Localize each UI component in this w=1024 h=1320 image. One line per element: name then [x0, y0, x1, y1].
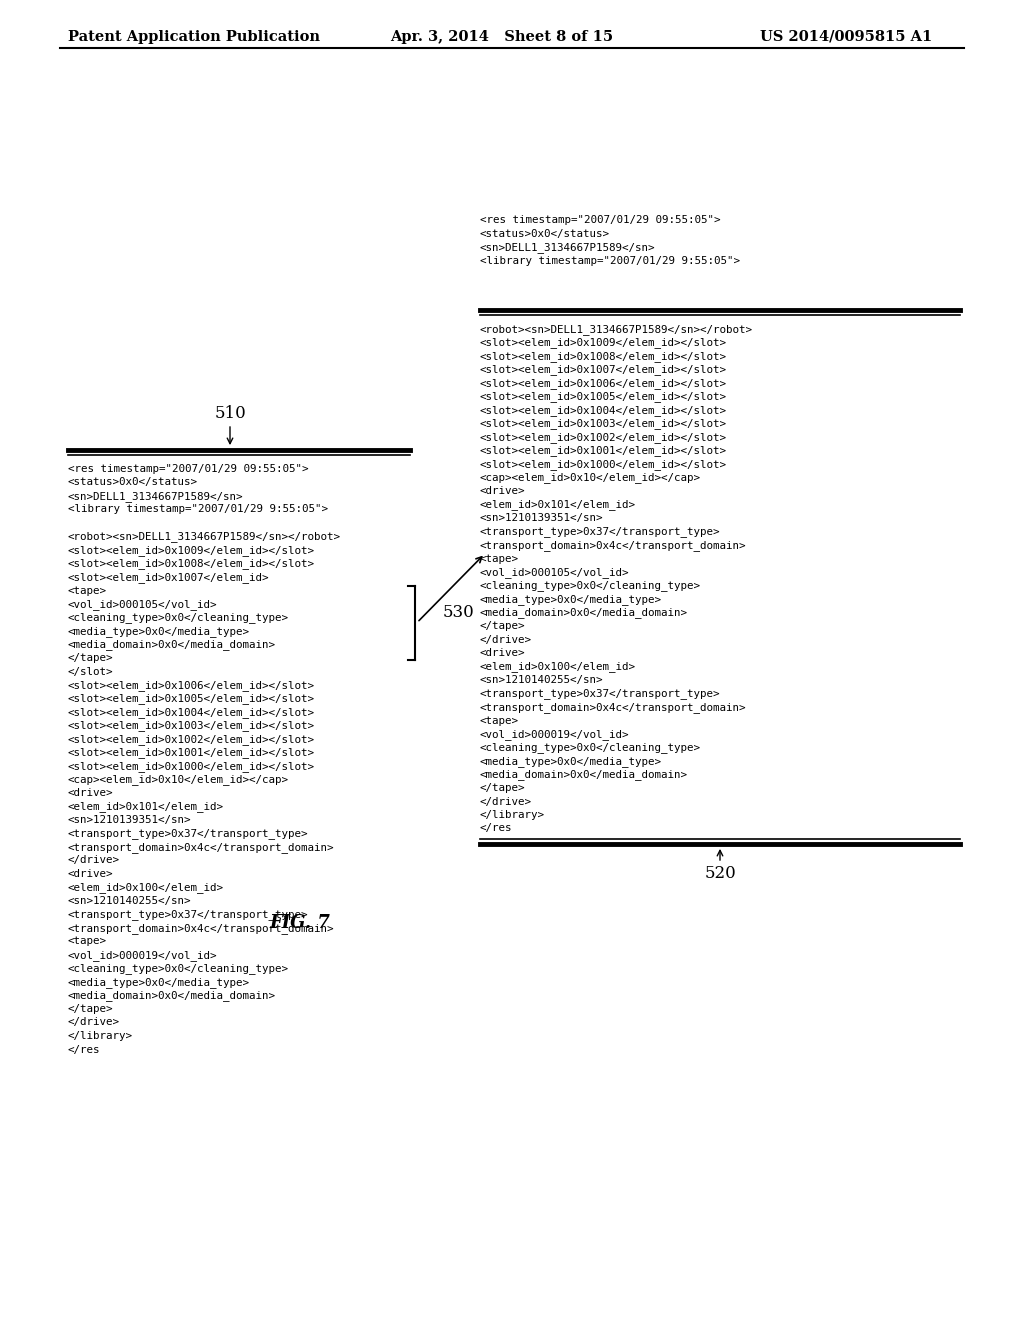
Text: <slot><elem_id>0x1005</elem_id></slot>: <slot><elem_id>0x1005</elem_id></slot>: [68, 693, 315, 705]
Text: <media_type>0x0</media_type>: <media_type>0x0</media_type>: [480, 756, 662, 767]
Text: <cleaning_type>0x0</cleaning_type>: <cleaning_type>0x0</cleaning_type>: [68, 964, 289, 974]
Text: <slot><elem_id>0x1003</elem_id></slot>: <slot><elem_id>0x1003</elem_id></slot>: [68, 721, 315, 731]
Text: <media_domain>0x0</media_domain>: <media_domain>0x0</media_domain>: [68, 990, 276, 1002]
Text: <transport_type>0x37</transport_type>: <transport_type>0x37</transport_type>: [68, 909, 308, 920]
Text: <vol_id>000105</vol_id>: <vol_id>000105</vol_id>: [68, 599, 217, 610]
Text: </drive>: </drive>: [68, 1018, 120, 1027]
Text: <transport_type>0x37</transport_type>: <transport_type>0x37</transport_type>: [480, 527, 721, 537]
Text: 530: 530: [443, 605, 475, 622]
Text: </drive>: </drive>: [480, 635, 532, 644]
Text: <slot><elem_id>0x1009</elem_id></slot>: <slot><elem_id>0x1009</elem_id></slot>: [480, 338, 727, 348]
Text: </res: </res: [480, 824, 512, 833]
Text: <media_domain>0x0</media_domain>: <media_domain>0x0</media_domain>: [480, 607, 688, 618]
Text: <slot><elem_id>0x1009</elem_id></slot>: <slot><elem_id>0x1009</elem_id></slot>: [68, 545, 315, 556]
Text: <robot><sn>DELL1_3134667P1589</sn></robot>: <robot><sn>DELL1_3134667P1589</sn></robo…: [480, 323, 753, 335]
Text: <tape>: <tape>: [480, 715, 519, 726]
Text: <vol_id>000105</vol_id>: <vol_id>000105</vol_id>: [480, 568, 630, 578]
Text: <slot><elem_id>0x1003</elem_id></slot>: <slot><elem_id>0x1003</elem_id></slot>: [480, 418, 727, 429]
Text: <status>0x0</status>: <status>0x0</status>: [480, 228, 610, 239]
Text: <sn>1210140255</sn>: <sn>1210140255</sn>: [68, 896, 191, 906]
Text: US 2014/0095815 A1: US 2014/0095815 A1: [760, 30, 932, 44]
Text: </slot>: </slot>: [68, 667, 114, 676]
Text: <drive>: <drive>: [480, 648, 525, 657]
Text: <library timestamp="2007/01/29 9:55:05">: <library timestamp="2007/01/29 9:55:05">: [480, 256, 740, 265]
Text: <slot><elem_id>0x1004</elem_id></slot>: <slot><elem_id>0x1004</elem_id></slot>: [480, 405, 727, 416]
Text: <robot><sn>DELL1_3134667P1589</sn></robot>: <robot><sn>DELL1_3134667P1589</sn></robo…: [68, 532, 341, 543]
Text: <sn>DELL1_3134667P1589</sn>: <sn>DELL1_3134667P1589</sn>: [68, 491, 244, 502]
Text: <sn>1210140255</sn>: <sn>1210140255</sn>: [480, 675, 603, 685]
Text: <elem_id>0x101</elem_id>: <elem_id>0x101</elem_id>: [480, 499, 636, 511]
Text: <tape>: <tape>: [68, 936, 106, 946]
Text: </tape>: </tape>: [68, 1005, 114, 1014]
Text: </drive>: </drive>: [68, 855, 120, 866]
Text: <tape>: <tape>: [68, 586, 106, 595]
Text: </library>: </library>: [68, 1031, 133, 1041]
Text: <slot><elem_id>0x1000</elem_id></slot>: <slot><elem_id>0x1000</elem_id></slot>: [480, 459, 727, 470]
Text: <slot><elem_id>0x1006</elem_id></slot>: <slot><elem_id>0x1006</elem_id></slot>: [480, 378, 727, 389]
Text: <res timestamp="2007/01/29 09:55:05">: <res timestamp="2007/01/29 09:55:05">: [68, 465, 308, 474]
Text: <vol_id>000019</vol_id>: <vol_id>000019</vol_id>: [480, 729, 630, 741]
Text: <slot><elem_id>0x1000</elem_id></slot>: <slot><elem_id>0x1000</elem_id></slot>: [68, 762, 315, 772]
Text: <cleaning_type>0x0</cleaning_type>: <cleaning_type>0x0</cleaning_type>: [480, 581, 701, 591]
Text: <media_domain>0x0</media_domain>: <media_domain>0x0</media_domain>: [68, 639, 276, 651]
Text: FIG. 7: FIG. 7: [269, 913, 331, 932]
Text: <slot><elem_id>0x1007</elem_id></slot>: <slot><elem_id>0x1007</elem_id></slot>: [480, 364, 727, 375]
Text: <cap><elem_id>0x10</elem_id></cap>: <cap><elem_id>0x10</elem_id></cap>: [68, 775, 289, 785]
Text: <slot><elem_id>0x1005</elem_id></slot>: <slot><elem_id>0x1005</elem_id></slot>: [480, 392, 727, 403]
Text: <media_type>0x0</media_type>: <media_type>0x0</media_type>: [68, 626, 250, 638]
Text: </tape>: </tape>: [480, 783, 525, 793]
Text: <vol_id>000019</vol_id>: <vol_id>000019</vol_id>: [68, 950, 217, 961]
Text: <slot><elem_id>0x1006</elem_id></slot>: <slot><elem_id>0x1006</elem_id></slot>: [68, 680, 315, 690]
Text: </drive>: </drive>: [480, 796, 532, 807]
Text: </tape>: </tape>: [68, 653, 114, 663]
Text: <cleaning_type>0x0</cleaning_type>: <cleaning_type>0x0</cleaning_type>: [480, 742, 701, 754]
Text: <transport_domain>0x4c</transport_domain>: <transport_domain>0x4c</transport_domain…: [68, 923, 335, 935]
Text: <elem_id>0x100</elem_id>: <elem_id>0x100</elem_id>: [68, 883, 224, 894]
Text: 520: 520: [705, 865, 736, 882]
Text: <drive>: <drive>: [68, 869, 114, 879]
Text: <sn>1210139351</sn>: <sn>1210139351</sn>: [68, 814, 191, 825]
Text: <drive>: <drive>: [68, 788, 114, 799]
Text: <status>0x0</status>: <status>0x0</status>: [68, 478, 198, 487]
Text: <slot><elem_id>0x1002</elem_id></slot>: <slot><elem_id>0x1002</elem_id></slot>: [68, 734, 315, 744]
Text: <slot><elem_id>0x1007</elem_id>: <slot><elem_id>0x1007</elem_id>: [68, 572, 269, 583]
Text: <slot><elem_id>0x1008</elem_id></slot>: <slot><elem_id>0x1008</elem_id></slot>: [480, 351, 727, 362]
Text: <cleaning_type>0x0</cleaning_type>: <cleaning_type>0x0</cleaning_type>: [68, 612, 289, 623]
Text: </tape>: </tape>: [480, 620, 525, 631]
Text: 510: 510: [214, 405, 246, 422]
Text: <res timestamp="2007/01/29 09:55:05">: <res timestamp="2007/01/29 09:55:05">: [480, 215, 721, 224]
Text: <media_domain>0x0</media_domain>: <media_domain>0x0</media_domain>: [480, 770, 688, 780]
Text: <transport_domain>0x4c</transport_domain>: <transport_domain>0x4c</transport_domain…: [480, 540, 746, 550]
Text: </library>: </library>: [480, 810, 545, 820]
Text: <transport_type>0x37</transport_type>: <transport_type>0x37</transport_type>: [68, 829, 308, 840]
Text: Patent Application Publication: Patent Application Publication: [68, 30, 319, 44]
Text: <slot><elem_id>0x1004</elem_id></slot>: <slot><elem_id>0x1004</elem_id></slot>: [68, 708, 315, 718]
Text: <slot><elem_id>0x1002</elem_id></slot>: <slot><elem_id>0x1002</elem_id></slot>: [480, 432, 727, 444]
Text: <transport_domain>0x4c</transport_domain>: <transport_domain>0x4c</transport_domain…: [480, 702, 746, 713]
Text: <sn>1210139351</sn>: <sn>1210139351</sn>: [480, 513, 603, 523]
Text: <drive>: <drive>: [480, 486, 525, 496]
Text: <media_type>0x0</media_type>: <media_type>0x0</media_type>: [68, 977, 250, 987]
Text: <transport_type>0x37</transport_type>: <transport_type>0x37</transport_type>: [480, 689, 721, 700]
Text: <slot><elem_id>0x1001</elem_id></slot>: <slot><elem_id>0x1001</elem_id></slot>: [68, 747, 315, 759]
Text: <library timestamp="2007/01/29 9:55:05">: <library timestamp="2007/01/29 9:55:05">: [68, 504, 328, 515]
Text: <media_type>0x0</media_type>: <media_type>0x0</media_type>: [480, 594, 662, 605]
Text: <slot><elem_id>0x1001</elem_id></slot>: <slot><elem_id>0x1001</elem_id></slot>: [480, 446, 727, 457]
Text: <transport_domain>0x4c</transport_domain>: <transport_domain>0x4c</transport_domain…: [68, 842, 335, 853]
Text: </res: </res: [68, 1044, 100, 1055]
Text: Apr. 3, 2014   Sheet 8 of 15: Apr. 3, 2014 Sheet 8 of 15: [390, 30, 613, 44]
Text: <elem_id>0x101</elem_id>: <elem_id>0x101</elem_id>: [68, 801, 224, 812]
Text: <cap><elem_id>0x10</elem_id></cap>: <cap><elem_id>0x10</elem_id></cap>: [480, 473, 701, 483]
Text: <tape>: <tape>: [480, 553, 519, 564]
Text: <elem_id>0x100</elem_id>: <elem_id>0x100</elem_id>: [480, 661, 636, 672]
Text: <sn>DELL1_3134667P1589</sn>: <sn>DELL1_3134667P1589</sn>: [480, 242, 655, 253]
Text: <slot><elem_id>0x1008</elem_id></slot>: <slot><elem_id>0x1008</elem_id></slot>: [68, 558, 315, 569]
